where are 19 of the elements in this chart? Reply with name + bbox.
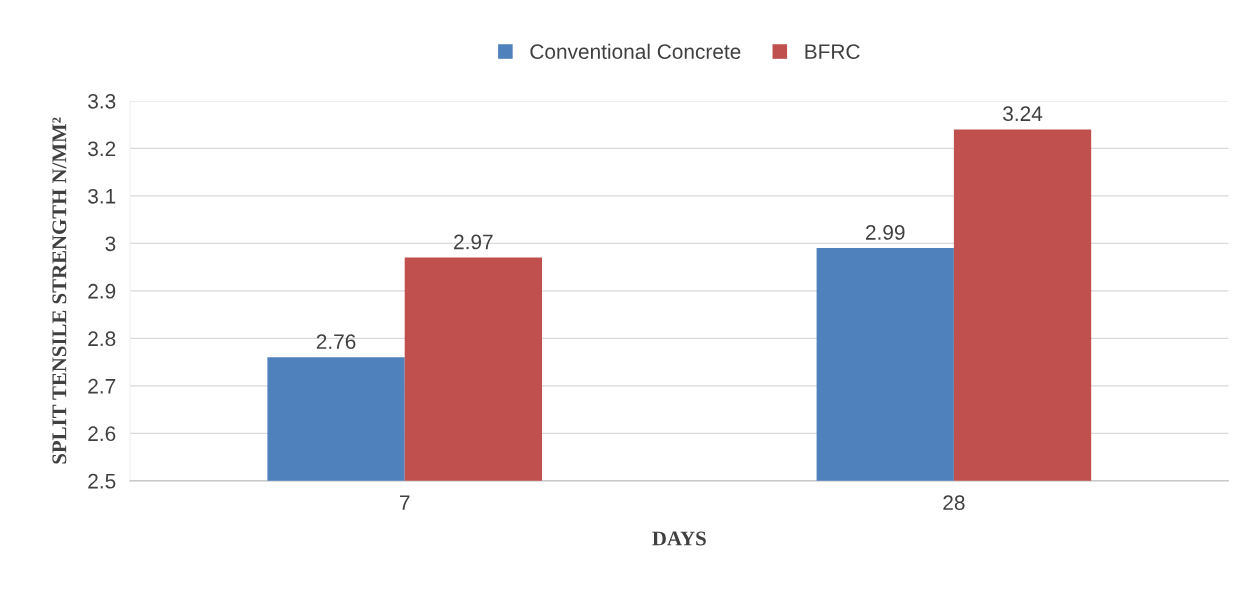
x-axis-title: DAYS [652, 531, 706, 546]
y-tick-label: 2.7 [88, 378, 116, 394]
data-label: 2.76 [316, 334, 356, 350]
y-tick-label: 2.8 [88, 331, 116, 347]
data-label: 2.97 [454, 234, 493, 250]
y-tick-label: 3 [105, 236, 116, 252]
y-tick-label: 2.9 [88, 283, 116, 299]
y-tick-label: 2.5 [88, 473, 116, 489]
data-label: 3.24 [1003, 106, 1043, 122]
data-label: 2.99 [866, 225, 905, 240]
legend-label: Conventional Concrete [530, 43, 741, 60]
y-tick-label: 3.3 [88, 93, 116, 109]
x-tick-label: 7 [399, 495, 410, 510]
legend-label: BFRC [805, 44, 860, 60]
x-tick-label: 28 [943, 495, 965, 511]
y-tick-label: 3.2 [88, 141, 116, 157]
y-tick-label: 3.1 [88, 188, 116, 204]
y-tick-label: 2.6 [88, 426, 116, 442]
y-axis-title: SPLIT TENSILE STRENGTH N/MM² [52, 117, 67, 464]
